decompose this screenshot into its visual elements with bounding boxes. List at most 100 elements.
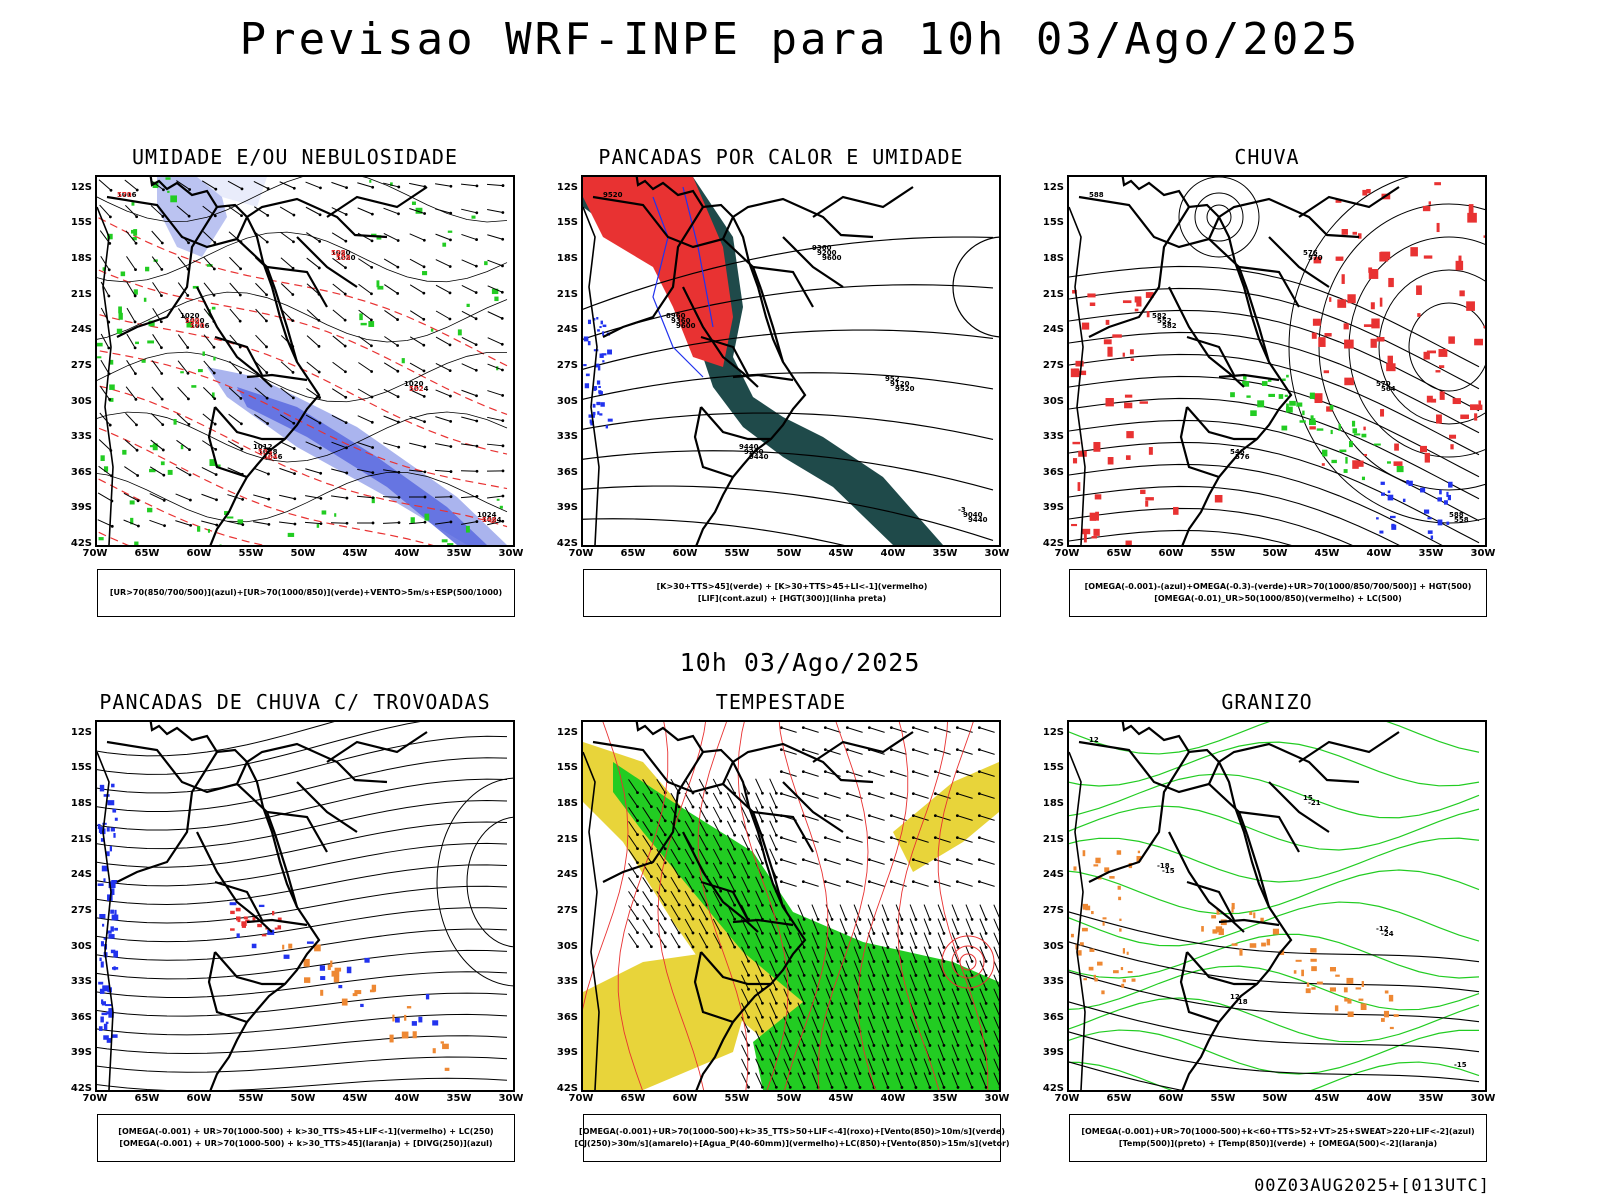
rain-omega-ur	[1329, 297, 1332, 302]
wind-vector	[797, 946, 805, 962]
wind-vector	[797, 932, 805, 948]
wind-vector-head	[719, 847, 723, 851]
wind-vector-head	[733, 861, 737, 865]
wind-vector-head	[133, 294, 137, 298]
wind-vector	[951, 918, 959, 934]
rain-omega-ur	[1387, 355, 1393, 365]
wind-vector	[175, 493, 191, 501]
lat-tick-label: 21S	[1042, 288, 1064, 300]
divergence-250	[108, 1012, 114, 1018]
lif-contour-dots	[602, 331, 605, 336]
rain-omega-strong	[1285, 406, 1293, 413]
contour-label: 570	[1308, 254, 1323, 262]
wind-vector	[726, 792, 736, 808]
wind-vector	[150, 439, 164, 451]
lif-contour-dots	[602, 324, 607, 328]
streamline-250	[97, 722, 335, 757]
wind-vector	[487, 390, 503, 396]
wind-vector-head	[955, 836, 959, 840]
wind-vector-head	[774, 1001, 778, 1005]
wind-vector-head	[802, 1001, 806, 1005]
map-panel-pancadas_calor: PANCADAS POR CALOR E UMIDADE 12S 15S 18S 21S…	[546, 145, 1016, 625]
rain-omega-strong	[1338, 423, 1341, 431]
wind-vector-head	[774, 805, 778, 809]
wind-vector-head	[215, 498, 218, 502]
thunderstorm-k-tts	[371, 984, 377, 992]
lon-tick-label: 60W	[1158, 548, 1184, 559]
wind-vector	[803, 859, 819, 865]
wind-vector	[979, 793, 995, 799]
wind-vector-head	[319, 471, 323, 475]
wind-vector-head	[449, 495, 453, 499]
wind-vector	[126, 256, 136, 270]
wind-vector	[923, 1030, 931, 1046]
wind-vector	[839, 1002, 847, 1018]
wind-vector	[923, 904, 931, 920]
wind-vector	[461, 416, 477, 422]
wind-vector-head	[761, 861, 764, 865]
thunderstorm-k-tts	[352, 993, 358, 997]
rain-omega-ur	[1105, 319, 1110, 325]
omega500	[1360, 1003, 1367, 1011]
wind-vector	[979, 974, 987, 990]
wind-vector	[306, 361, 320, 373]
wind-vector-head	[942, 1058, 946, 1061]
wind-vector-head	[845, 836, 849, 840]
contour-label: 1020	[331, 249, 351, 257]
rain-omega-weak	[1420, 487, 1426, 493]
contour-label: 582	[1152, 312, 1167, 320]
wind-vector-head	[344, 213, 348, 216]
map-frame: 12 -15 -18 -21 -24 -15 -18 12 15 -12	[1067, 720, 1487, 1092]
wind-vector	[435, 416, 451, 422]
wind-vector-head	[914, 946, 918, 949]
wind-vector	[867, 1030, 875, 1046]
thunderstorm-lif	[236, 916, 241, 921]
divergence-250	[110, 888, 115, 895]
wind-vector-head	[423, 520, 427, 524]
omega500	[1101, 990, 1105, 995]
rain-omega-ur	[1376, 336, 1385, 342]
wind-vector	[358, 335, 372, 347]
lon-tick-label: 60W	[1158, 1093, 1184, 1104]
wind-vector	[965, 1002, 973, 1018]
omega500	[1329, 987, 1336, 992]
wind-vector	[769, 778, 777, 794]
low-level-humidity	[100, 455, 105, 462]
lif-contour-dots	[592, 403, 596, 408]
wind-vector-head	[292, 213, 296, 217]
wind-vector	[803, 793, 819, 799]
andes-coast	[97, 751, 114, 1090]
state-border	[759, 288, 785, 363]
divergence-250	[98, 1026, 103, 1031]
rain-omega-weak	[1376, 517, 1379, 520]
rain-omega-strong	[1282, 378, 1286, 381]
divergence-250	[283, 954, 290, 959]
omega500	[1218, 928, 1224, 936]
wind-vector-head	[318, 421, 322, 425]
wind-vector	[839, 1058, 847, 1074]
wind-vector-head	[942, 1072, 946, 1075]
lif-contour-dots	[597, 365, 601, 371]
wind-vector-head	[933, 770, 937, 774]
temp850-contour	[1069, 869, 1480, 915]
main-title: Previsao WRF-INPE para 10h 03/Ago/2025	[239, 14, 1361, 65]
omega500	[1083, 978, 1087, 981]
divergence-250	[102, 923, 105, 927]
rain-omega-weak	[1437, 497, 1442, 502]
wind-vector	[913, 859, 929, 865]
wind-vector	[461, 285, 477, 293]
wind-vector	[951, 1016, 959, 1032]
low-level-humidity	[180, 371, 184, 374]
rain-omega-ur	[1435, 370, 1441, 373]
wind-vector	[384, 336, 398, 346]
hgt500-contour	[1069, 507, 1353, 545]
lif-contour-dots	[584, 383, 590, 389]
divergence-250	[113, 950, 119, 958]
andes-coast	[583, 751, 600, 1090]
rain-omega-strong	[1352, 428, 1358, 434]
wind-vector	[176, 413, 190, 425]
state-border	[1245, 288, 1271, 363]
coastline	[1121, 722, 1293, 1090]
wind-vector-head	[779, 748, 783, 752]
rain-omega-ur	[1146, 311, 1150, 318]
